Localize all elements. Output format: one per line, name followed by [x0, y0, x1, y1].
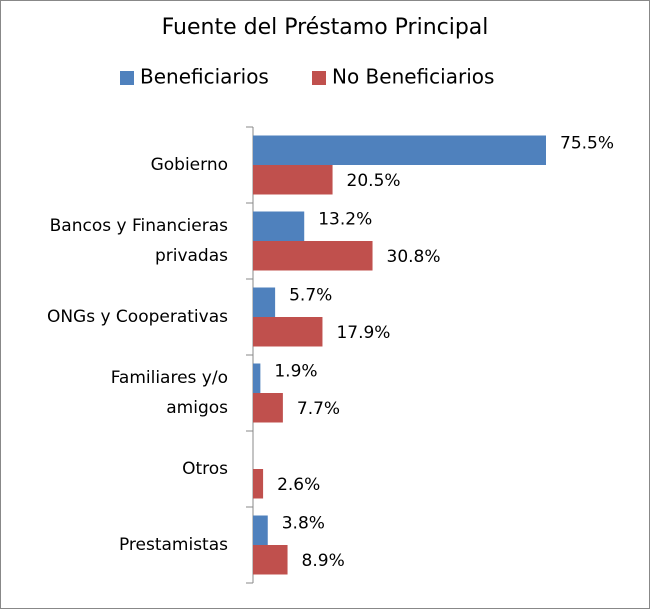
bar — [253, 393, 283, 423]
data-label: 13.2% — [318, 209, 372, 229]
chart-title: Fuente del Préstamo Principal — [162, 15, 489, 40]
bar — [253, 135, 546, 165]
data-label: 2.6% — [277, 475, 320, 495]
bar — [253, 469, 264, 499]
bar — [253, 363, 261, 393]
bar — [253, 317, 323, 347]
bar — [253, 211, 305, 241]
data-label: 3.8% — [282, 513, 325, 533]
bar — [253, 515, 268, 545]
legend-swatch — [312, 71, 326, 85]
y-tick-label: Gobierno — [151, 155, 228, 175]
data-label: 7.7% — [297, 399, 340, 419]
legend-label: Beneficiarios — [140, 65, 269, 89]
data-label: 30.8% — [387, 247, 441, 267]
bar — [253, 165, 333, 195]
y-tick-label: Prestamistas — [119, 535, 228, 555]
y-tick-label: ONGs y Cooperativas — [47, 307, 228, 327]
bar — [253, 241, 373, 271]
data-label: 17.9% — [336, 323, 390, 343]
data-label: 20.5% — [347, 171, 401, 191]
bar — [253, 545, 288, 575]
data-label: 75.5% — [560, 133, 614, 153]
y-tick-label: Familiares y/o amigos — [111, 368, 228, 418]
y-tick-label: Bancos y Financieras privadas — [50, 216, 229, 266]
data-label: 8.9% — [302, 551, 345, 571]
data-label: 5.7% — [289, 285, 332, 305]
bar — [253, 287, 276, 317]
legend-label: No Beneficiarios — [332, 65, 494, 89]
data-label: 1.9% — [274, 361, 317, 381]
legend-swatch — [120, 71, 134, 85]
y-tick-label: Otros — [182, 459, 228, 479]
